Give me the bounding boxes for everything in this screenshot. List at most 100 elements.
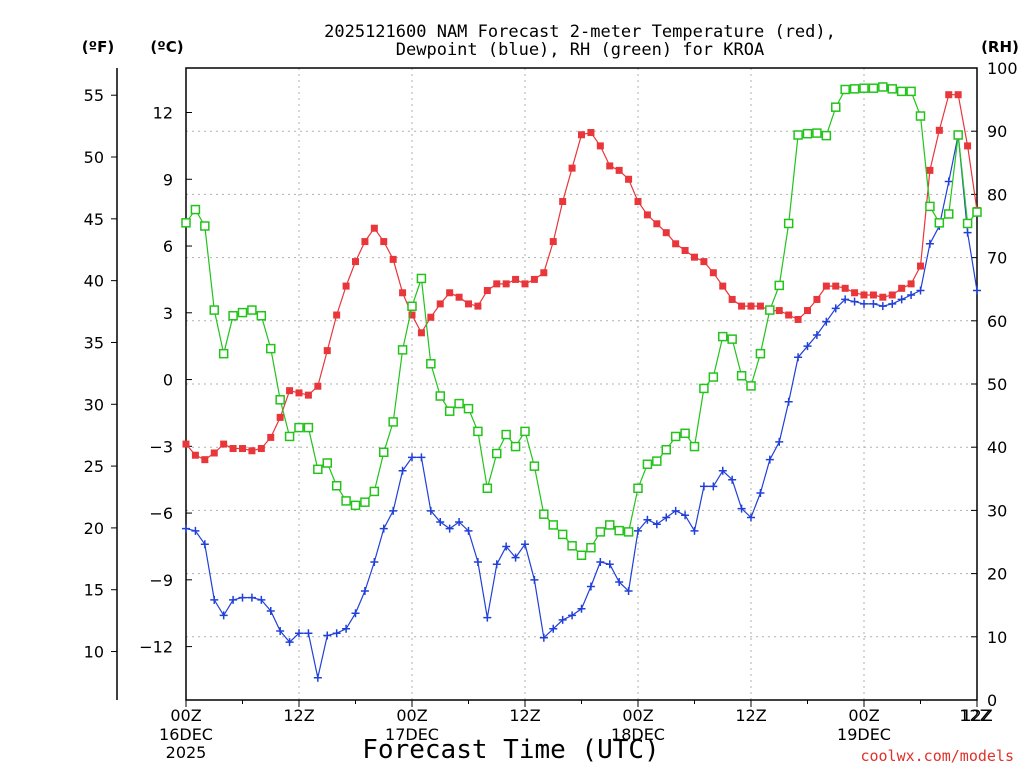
rh-point — [680, 428, 690, 439]
temperature-point — [248, 447, 256, 455]
rh-point — [605, 520, 615, 530]
temperature-point — [512, 275, 520, 283]
rh-point — [190, 204, 201, 215]
dewpoint-point — [502, 542, 511, 551]
rh-point — [887, 84, 897, 94]
celsius-tick-label: 6 — [163, 237, 173, 256]
rh-point — [369, 486, 380, 497]
fahrenheit-tick-label: 15 — [84, 581, 104, 600]
fahrenheit-tick-label: 50 — [84, 148, 104, 167]
rh-point — [840, 84, 850, 95]
rh-point — [331, 481, 342, 491]
rh-point — [539, 509, 549, 519]
rh-point — [557, 529, 568, 540]
rh-point — [614, 525, 624, 536]
temperature-point — [804, 307, 811, 315]
rh-point — [623, 527, 634, 537]
fahrenheit-tick-label: 25 — [84, 457, 104, 476]
temperature-point — [775, 307, 783, 315]
dewpoint-point — [360, 586, 369, 595]
temperature-point — [935, 126, 943, 134]
temperature-point — [606, 162, 614, 170]
dewpoint-point — [521, 540, 529, 549]
dewpoint-point — [398, 466, 407, 475]
temperature-point — [427, 313, 435, 321]
temperature-point — [954, 91, 962, 99]
temperature-point — [352, 258, 359, 266]
rh-point — [294, 422, 304, 433]
dewpoint-point — [737, 504, 746, 513]
rh-point — [256, 310, 267, 321]
temperature-point — [239, 445, 246, 453]
rh-point — [802, 128, 813, 139]
dewpoint-point — [323, 631, 332, 640]
dewpoint-point — [973, 286, 981, 295]
temperature-point — [361, 238, 369, 246]
temperature-point — [926, 166, 934, 174]
dewpoint-point — [907, 290, 916, 299]
rh-point — [699, 383, 709, 394]
temperature-point — [860, 291, 868, 299]
dewpoint-point — [869, 299, 878, 308]
rh-point — [237, 307, 248, 318]
temperature-point — [719, 282, 727, 290]
x-axis-title: Forecast Time (UTC) — [362, 735, 659, 765]
temperature-point — [841, 284, 849, 292]
dewpoint-point — [247, 593, 256, 602]
temperature-point — [879, 293, 887, 301]
dewpoint-point — [643, 515, 652, 524]
rh-point — [379, 447, 389, 458]
temperature-point — [964, 142, 972, 150]
rh-point — [435, 391, 445, 401]
x-tick-date-label: 17DEC — [385, 725, 439, 744]
dewpoint-point — [690, 526, 699, 535]
rh-point — [492, 448, 502, 459]
dewpoint-point — [747, 513, 755, 522]
dewpoint-point — [342, 624, 351, 633]
temperature-point — [446, 289, 454, 297]
dewpoint-point — [539, 633, 548, 642]
chart-title-line2: Dewpoint (blue), RH (green) for KROA — [396, 40, 764, 60]
rh-tick-label: 80 — [987, 185, 1007, 204]
x-tick-date-label: 19DEC — [837, 725, 891, 744]
rh-tick-label: 50 — [987, 375, 1007, 394]
temperature-point — [869, 291, 877, 299]
dewpoint-point — [803, 342, 812, 351]
dewpoint-point — [596, 558, 605, 567]
temperature-point — [662, 229, 670, 237]
temperature-point — [549, 238, 557, 246]
dewpoint-point — [182, 524, 190, 533]
dewpoint-point — [257, 595, 266, 604]
dewpoint-point — [191, 526, 200, 535]
plot-frame — [185, 67, 978, 701]
rh-point — [341, 496, 351, 506]
dewpoint-point — [916, 286, 925, 295]
rh-tick-label: 90 — [987, 122, 1007, 141]
x-tick-label: 12Z — [283, 706, 314, 725]
rh-point — [896, 86, 907, 97]
dewpoint-point — [455, 517, 464, 526]
dewpoint-point — [370, 558, 379, 567]
rh-point — [284, 431, 295, 442]
dewpoint-point — [436, 517, 445, 526]
temperature-point — [568, 164, 576, 172]
x-tick-date-label: 16DEC — [159, 725, 213, 744]
temperature-point — [625, 175, 633, 183]
rh-point — [520, 426, 530, 437]
rh-point — [755, 348, 766, 359]
dewpoint-point — [634, 526, 642, 535]
rh-point — [313, 464, 323, 475]
dewpoint-point — [219, 611, 228, 620]
rh-point — [218, 348, 229, 359]
rh-point — [360, 497, 370, 507]
dewpoint-point — [681, 511, 690, 520]
x-tick-label: 00Z — [396, 706, 427, 725]
rh-point — [831, 102, 841, 112]
rh-point — [849, 84, 860, 94]
temperature-point — [785, 311, 793, 319]
temperature-point — [295, 389, 303, 397]
dewpoint-point — [285, 638, 294, 647]
axes — [111, 67, 978, 707]
rh-point — [915, 111, 926, 121]
